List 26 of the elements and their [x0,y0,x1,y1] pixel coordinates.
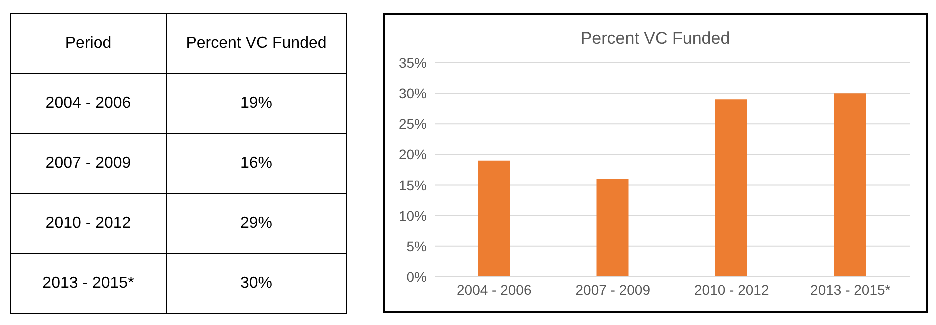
x-tick-label: 2004 - 2006 [457,282,532,298]
text: Percent VC Funded [166,14,346,74]
y-tick-label: 35% [398,54,427,71]
text: 2010 - 2012 [10,194,166,254]
bar [834,94,866,277]
text: Period [10,14,166,74]
x-tick-label: 2007 - 2009 [576,282,651,298]
y-tick-label: 30% [398,86,427,102]
bar [478,160,510,277]
y-tick-label: 20% [398,146,427,163]
y-tick-label: 15% [398,177,427,194]
y-tick-label: 25% [398,116,427,132]
text: 19% [166,74,346,134]
text: 16% [166,134,346,194]
chart-title: Percent VC Funded [580,29,732,49]
x-tick-label: 2010 - 2012 [694,282,770,298]
y-tick-label: 10% [398,208,427,224]
bar [716,100,748,277]
text: 30% [166,254,346,314]
text: 2007 - 2009 [10,134,166,194]
y-tick-label: 0% [406,268,427,285]
y-tick-label: 5% [406,238,427,254]
bar [596,179,629,277]
text: 2004 - 2006 [10,74,166,134]
x-tick-label: 2013 - 2015* [810,282,892,298]
text: 29% [166,194,346,254]
